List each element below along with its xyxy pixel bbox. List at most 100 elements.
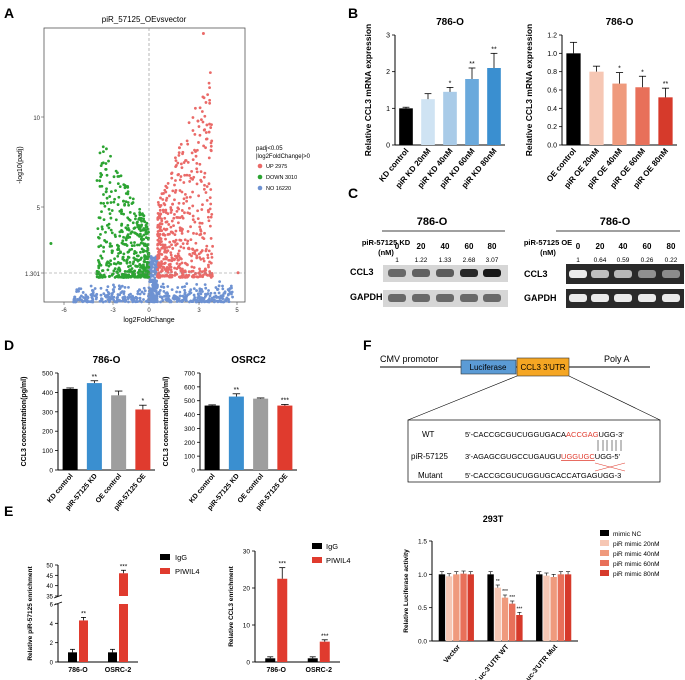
volcano-point-down [101,269,105,272]
volcano-point-up [192,266,196,269]
y-tick-label: 1.2 [547,33,557,40]
volcano-point-up [180,190,184,194]
volcano-point-up [199,232,203,236]
y-axis-label: Relative CCL3 mRNA expression [524,24,534,156]
legend-label: mimic NC [613,531,641,538]
volcano-point-no [217,299,221,303]
bar [79,620,88,662]
volcano-point-up [157,248,161,252]
volcano-point-up [191,129,195,132]
significance-label: ** [663,81,669,88]
volcano-point-up [208,98,212,102]
volcano-point-down [106,201,109,205]
volcano-point-no [216,287,220,291]
blot-band [460,294,478,302]
volcano-point-no [208,294,212,298]
construct-utr-label: CCL3 3'UTR [520,363,565,372]
volcano-point-up [157,262,161,266]
significance-label: *** [120,563,128,570]
volcano-point-up [204,191,208,194]
volcano-point-no [120,290,124,293]
seq-cross [594,462,626,472]
volcano-point-no [142,292,146,296]
volcano-point-no [77,287,81,291]
volcano-point-up [162,210,165,214]
construct-polya: Poly A [604,354,630,364]
bar [108,652,117,662]
volcano-point-up [174,238,178,242]
volcano-point-up [189,225,192,229]
volcano-point-up [170,259,174,263]
volcano-point-no [142,286,146,290]
bar [119,604,128,662]
volcano-point-down [101,161,105,165]
volcano-point-up [207,130,211,134]
blot-condition: piR-57125 OE [524,238,572,247]
y-tick-label: 0 [386,143,390,150]
volcano-point-no [196,299,200,302]
volcano-point-up [187,121,191,125]
volcano-point-up [165,265,169,269]
volcano-point-up [169,211,173,214]
volcano-point-up [175,242,179,246]
volcano-point-up [185,199,189,203]
volcano-point-up [191,190,194,194]
legend-swatch [600,530,609,536]
volcano-point-down [49,242,53,246]
volcano-point-up [178,226,182,230]
volcano-point-down [127,228,131,232]
volcano-point-up [173,198,176,202]
volcano-plot: piR_57125_OEvsvector 10 5 1.301 -6 -3 0 … [17,15,311,324]
volcano-point-up [190,254,193,258]
significance-label: ** [92,374,98,381]
bar [438,574,446,641]
volcano-point-up [197,141,200,144]
volcano-point-down [126,250,130,254]
volcano-point-up [204,101,208,104]
band-ratio: 0.26 [641,257,654,264]
bar [566,53,581,146]
blot-band [436,269,454,277]
volcano-point-up [190,265,194,269]
volcano-point-down [143,220,147,224]
volcano-point-up [209,144,213,148]
volcano-point-no [162,285,166,289]
volcano-point-up [202,259,206,263]
volcano-point-no [214,294,218,298]
volcano-point-down [111,272,115,276]
y-tick-label: 100 [184,454,195,461]
band-ratio: 0.64 [594,257,607,264]
bar [589,71,604,145]
volcano-point-down [108,181,112,184]
volcano-point-no [153,259,156,263]
dose-label: 40 [441,242,450,251]
volcano-point-up [200,118,203,122]
volcano-point-up [193,220,197,224]
volcano-point-up [201,203,204,207]
volcano-point-up [174,164,178,167]
volcano-point-up [169,265,173,269]
volcano-ytick-label: 1.301 [25,272,41,278]
significance-label: ** [491,46,497,53]
y-tick-label: 600 [184,384,195,391]
volcano-point-up [180,232,184,235]
volcano-point-no [222,300,226,304]
volcano-point-no [169,299,172,303]
volcano-point-no [175,290,178,294]
volcano-point-no [209,291,213,295]
volcano-point-no [164,298,168,301]
significance-label: *** [321,633,329,640]
volcano-point-no [118,293,122,297]
y-tick-label: 45 [46,574,53,580]
volcano-point-down [100,256,104,260]
volcano-point-up [158,252,162,256]
volcano-point-up [173,266,177,270]
volcano-point-up [167,194,171,198]
volcano-point-down [138,211,142,214]
volcano-point-down [139,250,142,254]
volcano-point-no [192,293,196,297]
volcano-point-up [202,187,206,191]
volcano-point-no [102,292,106,296]
volcano-point-no [74,300,78,304]
volcano-point-up [195,170,199,174]
